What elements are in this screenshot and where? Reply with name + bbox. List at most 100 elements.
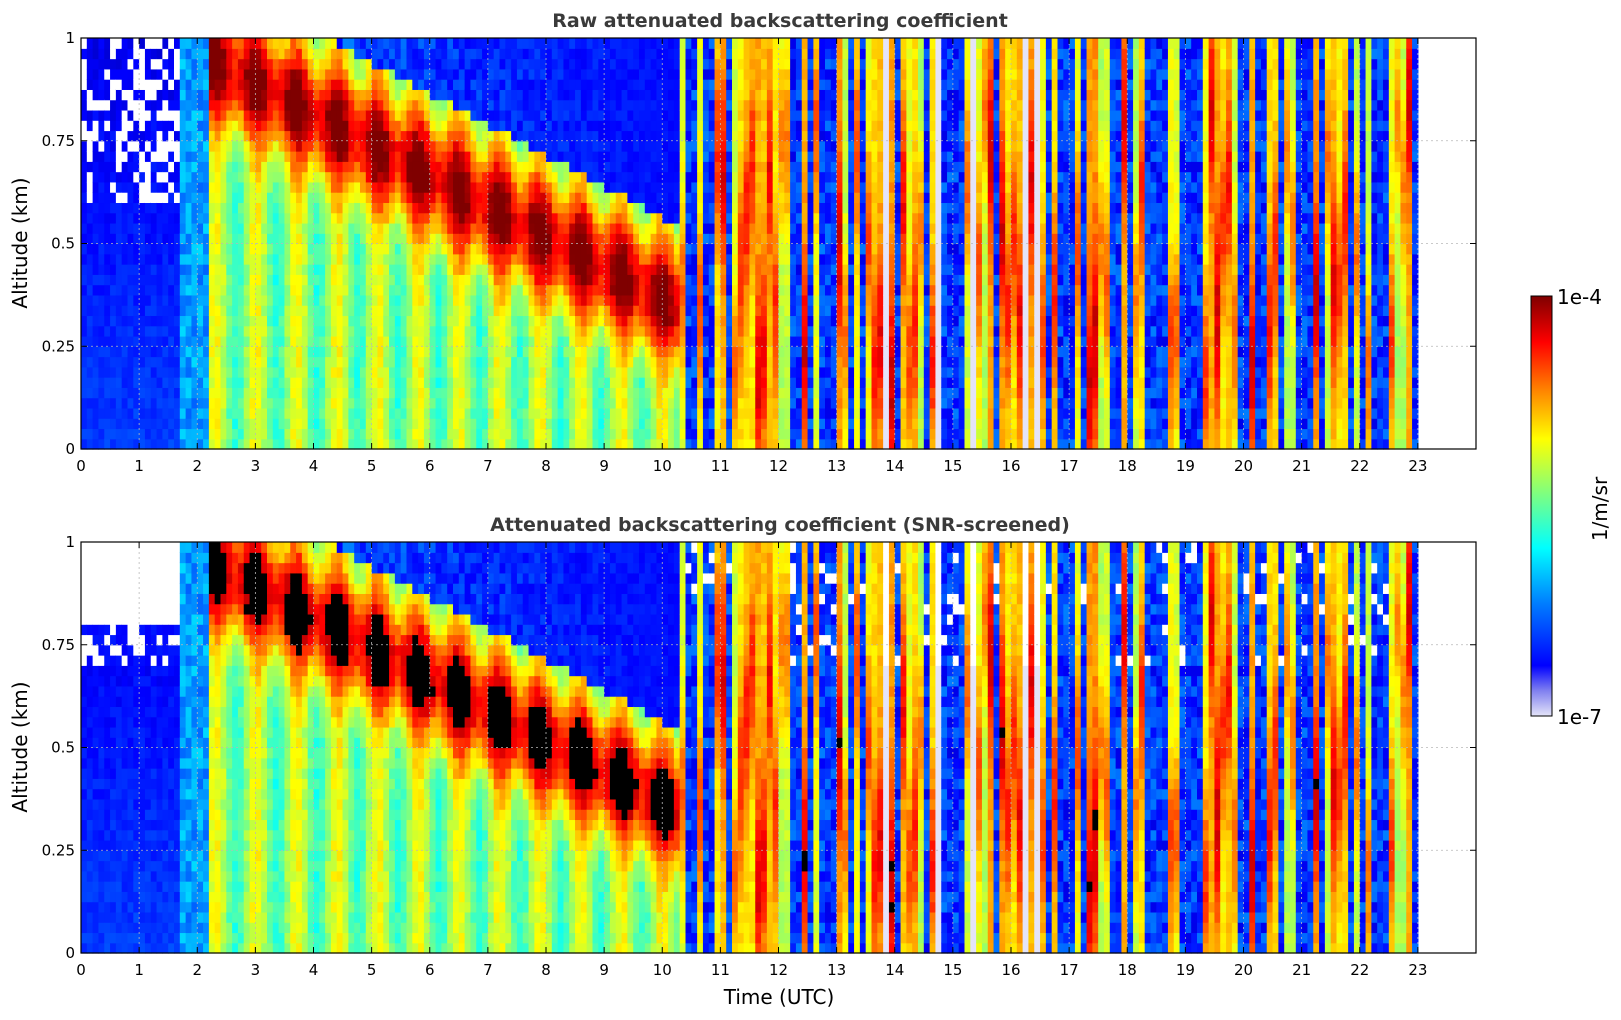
heat-cell	[115, 140, 123, 152]
heat-cell	[429, 192, 437, 204]
heat-cell	[650, 264, 658, 275]
heat-cell	[174, 140, 181, 152]
heat-cell	[191, 151, 198, 162]
heat-cell	[296, 171, 303, 183]
heat-cell	[458, 325, 466, 337]
heat-cell	[98, 356, 105, 368]
heat-cell	[662, 418, 669, 430]
heat-cell	[592, 418, 599, 430]
heat-cell	[795, 284, 803, 296]
heat-cell	[429, 58, 437, 70]
heat-cell	[365, 264, 373, 275]
heat-cell	[493, 79, 501, 90]
heat-cell	[220, 181, 227, 193]
heat-cell	[557, 120, 565, 132]
heat-cell	[464, 418, 472, 430]
heat-cell	[482, 79, 489, 90]
heat-cell	[191, 335, 198, 347]
heat-cell	[98, 346, 105, 358]
heat-cell	[423, 202, 431, 214]
heat-cell	[144, 253, 152, 265]
heat-cell	[191, 377, 198, 388]
heat-cell	[423, 233, 431, 245]
heat-cell	[330, 38, 338, 49]
heat-cell	[761, 222, 768, 234]
heat-cell	[702, 120, 710, 132]
heat-cell	[755, 58, 762, 70]
heat-cell	[662, 58, 669, 70]
heat-cell	[342, 99, 349, 111]
heat-cell	[226, 99, 233, 111]
heat-cell	[801, 407, 809, 419]
heat-cell	[232, 325, 239, 337]
heat-cell	[418, 315, 425, 327]
heat-cell	[604, 212, 611, 224]
heat-cell	[592, 377, 599, 388]
heat-cell	[284, 68, 291, 80]
heat-cell	[272, 58, 280, 70]
heat-cell	[499, 140, 506, 152]
heat-cell	[586, 38, 594, 49]
heat-cell	[261, 130, 268, 142]
heat-cell	[673, 38, 681, 49]
heat-cell	[685, 428, 692, 440]
heat-cell	[772, 305, 780, 317]
heat-cell	[429, 109, 437, 121]
heat-cell	[557, 161, 565, 173]
heat-cell	[348, 140, 355, 152]
heat-cell	[284, 140, 291, 152]
heat-cell	[156, 38, 163, 49]
heat-cell	[726, 264, 733, 275]
heat-cell	[156, 58, 163, 70]
heat-cell	[243, 274, 251, 286]
heat-cell	[86, 387, 94, 399]
heat-cell	[156, 202, 163, 214]
heat-cell	[249, 151, 256, 162]
heat-cell	[766, 212, 774, 224]
heat-cell	[127, 366, 134, 378]
heat-cell	[115, 192, 123, 204]
heat-cell	[522, 212, 530, 224]
heat-cell	[435, 325, 442, 337]
heat-cell	[499, 192, 506, 204]
heat-cell	[360, 377, 367, 388]
heat-cell	[191, 428, 198, 440]
heat-cell	[685, 356, 692, 368]
heat-cell	[697, 109, 704, 121]
heat-cell	[214, 109, 222, 121]
heat-cell	[307, 428, 315, 440]
heat-cell	[435, 315, 442, 327]
heat-cell	[551, 140, 559, 152]
heat-cell	[737, 79, 745, 90]
heat-cell	[104, 233, 111, 245]
heat-cell	[673, 68, 681, 80]
heat-cell	[261, 233, 268, 245]
heat-cell	[237, 284, 245, 296]
heat-cell	[232, 243, 239, 255]
heat-cell	[267, 335, 274, 347]
heat-cell	[278, 109, 286, 121]
heat-cell	[284, 377, 291, 388]
heat-cell	[505, 202, 512, 214]
heat-cell	[237, 192, 245, 204]
heat-cell	[615, 264, 623, 275]
heat-cell	[150, 171, 158, 183]
heat-cell	[691, 202, 698, 214]
heat-cell	[371, 151, 379, 162]
heat-cell	[220, 377, 227, 388]
heat-cell	[447, 120, 454, 132]
heat-cell	[185, 181, 193, 193]
heat-cell	[179, 212, 187, 224]
heat-cell	[98, 99, 105, 111]
heat-cell	[575, 305, 582, 317]
heat-cell	[278, 438, 286, 450]
heat-cell	[412, 161, 419, 173]
heat-cell	[766, 356, 774, 368]
heat-cell	[458, 387, 466, 399]
heat-cell	[644, 140, 652, 152]
heat-cell	[354, 305, 361, 317]
heat-cell	[179, 68, 187, 80]
heat-cell	[575, 366, 582, 378]
heat-cell	[296, 181, 303, 193]
heat-cell	[633, 222, 640, 234]
